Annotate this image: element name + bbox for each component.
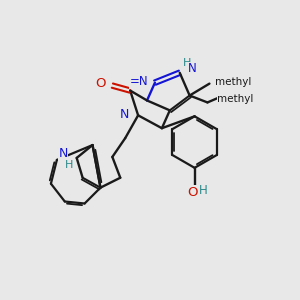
Text: =N: =N [129,75,148,88]
Text: N: N [58,148,68,160]
Text: methyl: methyl [218,94,254,104]
Text: O: O [188,186,198,199]
Text: H: H [199,184,208,197]
Text: methyl: methyl [215,76,252,87]
Text: H: H [64,160,73,170]
Text: N: N [120,108,129,121]
Text: N: N [188,62,196,75]
Text: H: H [183,58,191,68]
Text: O: O [95,77,105,90]
